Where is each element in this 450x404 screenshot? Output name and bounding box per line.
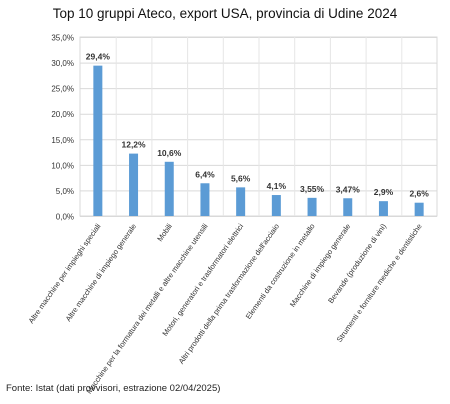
y-tick-label: 35,0%: [51, 34, 74, 43]
x-tick-label: Mobili: [155, 222, 174, 243]
bars: [93, 65, 424, 216]
bar: [93, 65, 103, 216]
y-tick-label: 5,0%: [56, 187, 74, 196]
x-tick-label: Altre macchine di impiego generale: [64, 222, 139, 323]
bar: [236, 187, 246, 216]
data-label: 3,55%: [300, 184, 325, 194]
data-label: 5,6%: [231, 173, 251, 183]
y-tick-label: 10,0%: [51, 161, 74, 170]
bar: [343, 198, 353, 216]
bar: [307, 197, 317, 216]
x-tick-label: Altre macchine per impieghi speciali: [26, 222, 102, 325]
x-tick-label: Macchine per la formatura dei metalli e …: [84, 222, 209, 396]
bar: [378, 201, 388, 216]
data-label: 2,9%: [374, 187, 394, 197]
bar: [129, 153, 139, 216]
data-label: 6,4%: [195, 169, 215, 179]
chart-title: Top 10 gruppi Ateco, export USA, provinc…: [52, 6, 398, 21]
x-axis-ticks: Altre macchine per impieghi specialiAltr…: [26, 222, 423, 396]
y-tick-label: 20,0%: [51, 110, 74, 119]
bar: [271, 195, 281, 216]
data-label: 4,1%: [267, 181, 287, 191]
x-tick-label: Macchine di impiego generale: [288, 222, 353, 309]
grid-lines: [79, 36, 438, 217]
y-tick-label: 15,0%: [51, 136, 74, 145]
y-axis-ticks: 0,0% 5,0% 10,0% 15,0% 20,0% 25,0% 30,0% 35,0%: [51, 34, 74, 222]
y-tick-label: 30,0%: [51, 59, 74, 68]
data-label: 29,4%: [86, 52, 111, 62]
data-label: 10,6%: [157, 148, 182, 158]
data-labels: 29,4% 12,2% 10,6% 6,4% 5,6% 4,1% 3,55% 3,47% 2,9…: [86, 52, 429, 199]
y-tick-label: 25,0%: [51, 85, 74, 94]
bar: [414, 202, 424, 216]
data-label: 3,47%: [336, 184, 361, 194]
bar: [200, 183, 210, 216]
y-tick-label: 0,0%: [56, 213, 74, 222]
data-label: 2,6%: [409, 189, 429, 199]
bar: [164, 161, 174, 216]
source-note: Fonte: Istat (dati provvisori, estrazion…: [6, 383, 221, 394]
x-tick-label: Elementi da costruzione in metallo: [244, 222, 317, 321]
data-label: 12,2%: [121, 140, 146, 150]
